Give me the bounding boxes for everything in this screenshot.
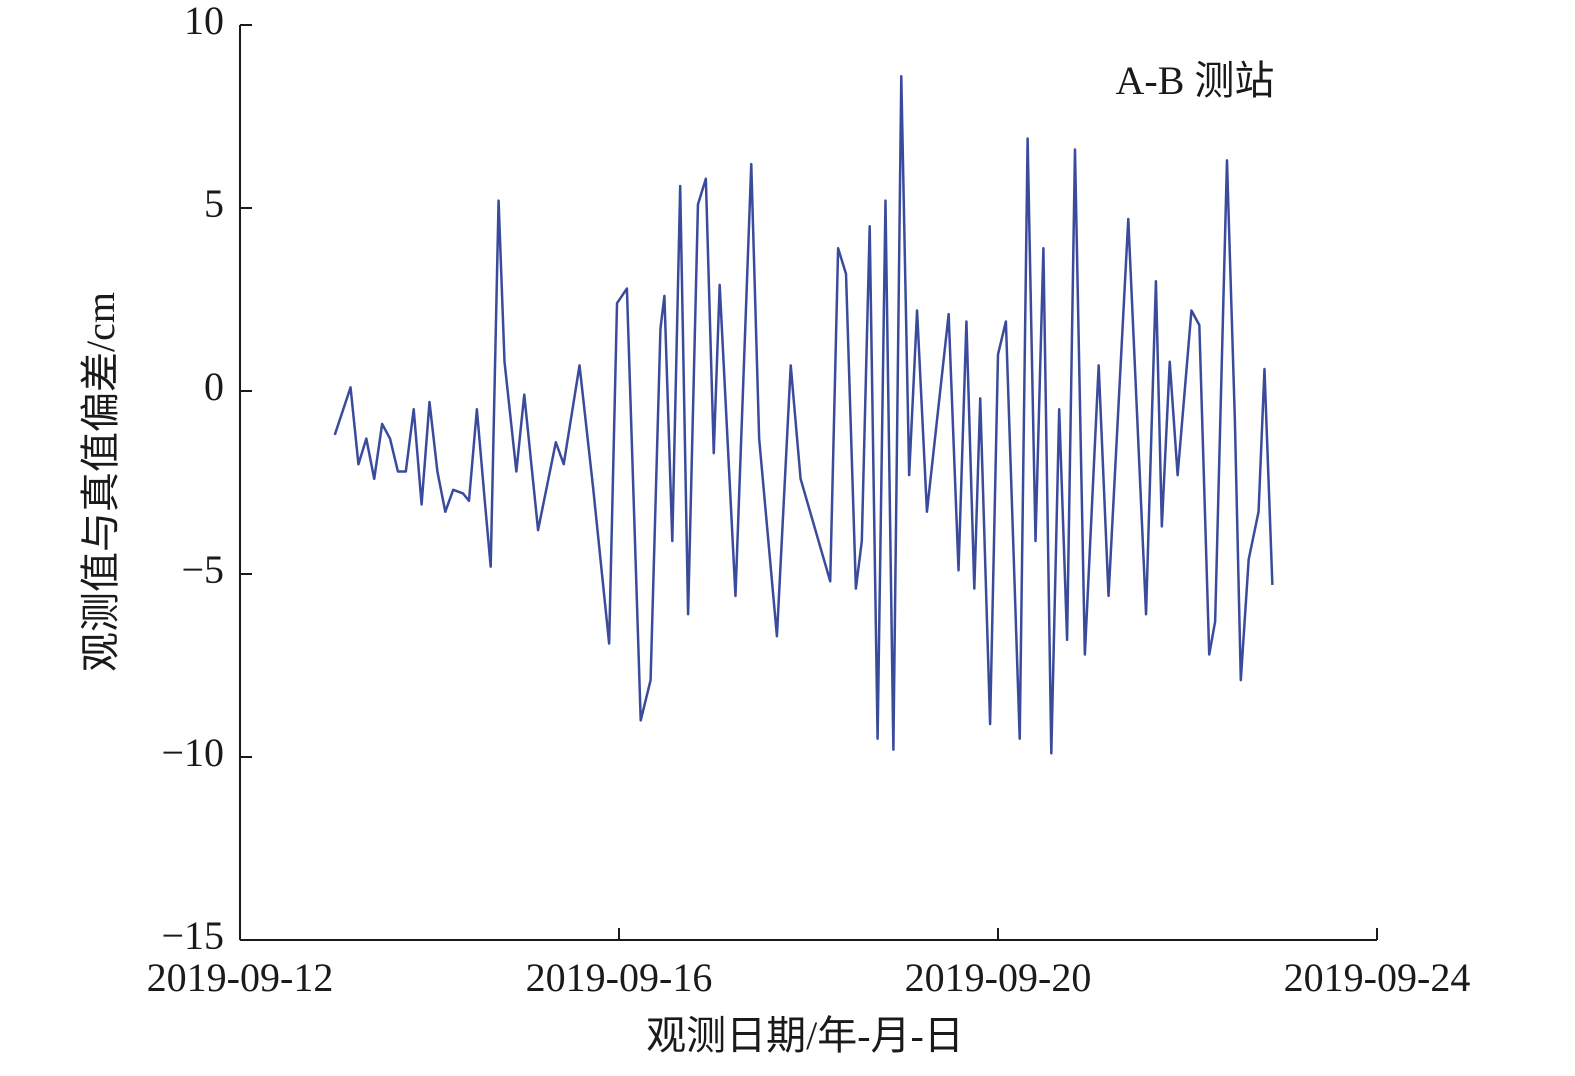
y-tick-label: −5 [181, 547, 224, 592]
x-tick-label: 2019-09-16 [526, 955, 713, 1000]
y-tick-label: 0 [204, 364, 224, 409]
y-tick-label: 5 [204, 181, 224, 226]
y-axis-label: 观测值与真值偏差/cm [78, 292, 123, 672]
annotation: A-B 测站 [1116, 58, 1275, 103]
x-tick-label: 2019-09-12 [147, 955, 334, 1000]
y-tick-label: −10 [161, 730, 224, 775]
data-line [333, 74, 1274, 755]
x-axis-label: 观测日期/年-月-日 [646, 1013, 964, 1058]
y-tick-label: 10 [184, 0, 224, 43]
x-tick-label: 2019-09-24 [1284, 955, 1471, 1000]
y-tick-label: −15 [161, 913, 224, 958]
x-tick-label: 2019-09-20 [905, 955, 1092, 1000]
